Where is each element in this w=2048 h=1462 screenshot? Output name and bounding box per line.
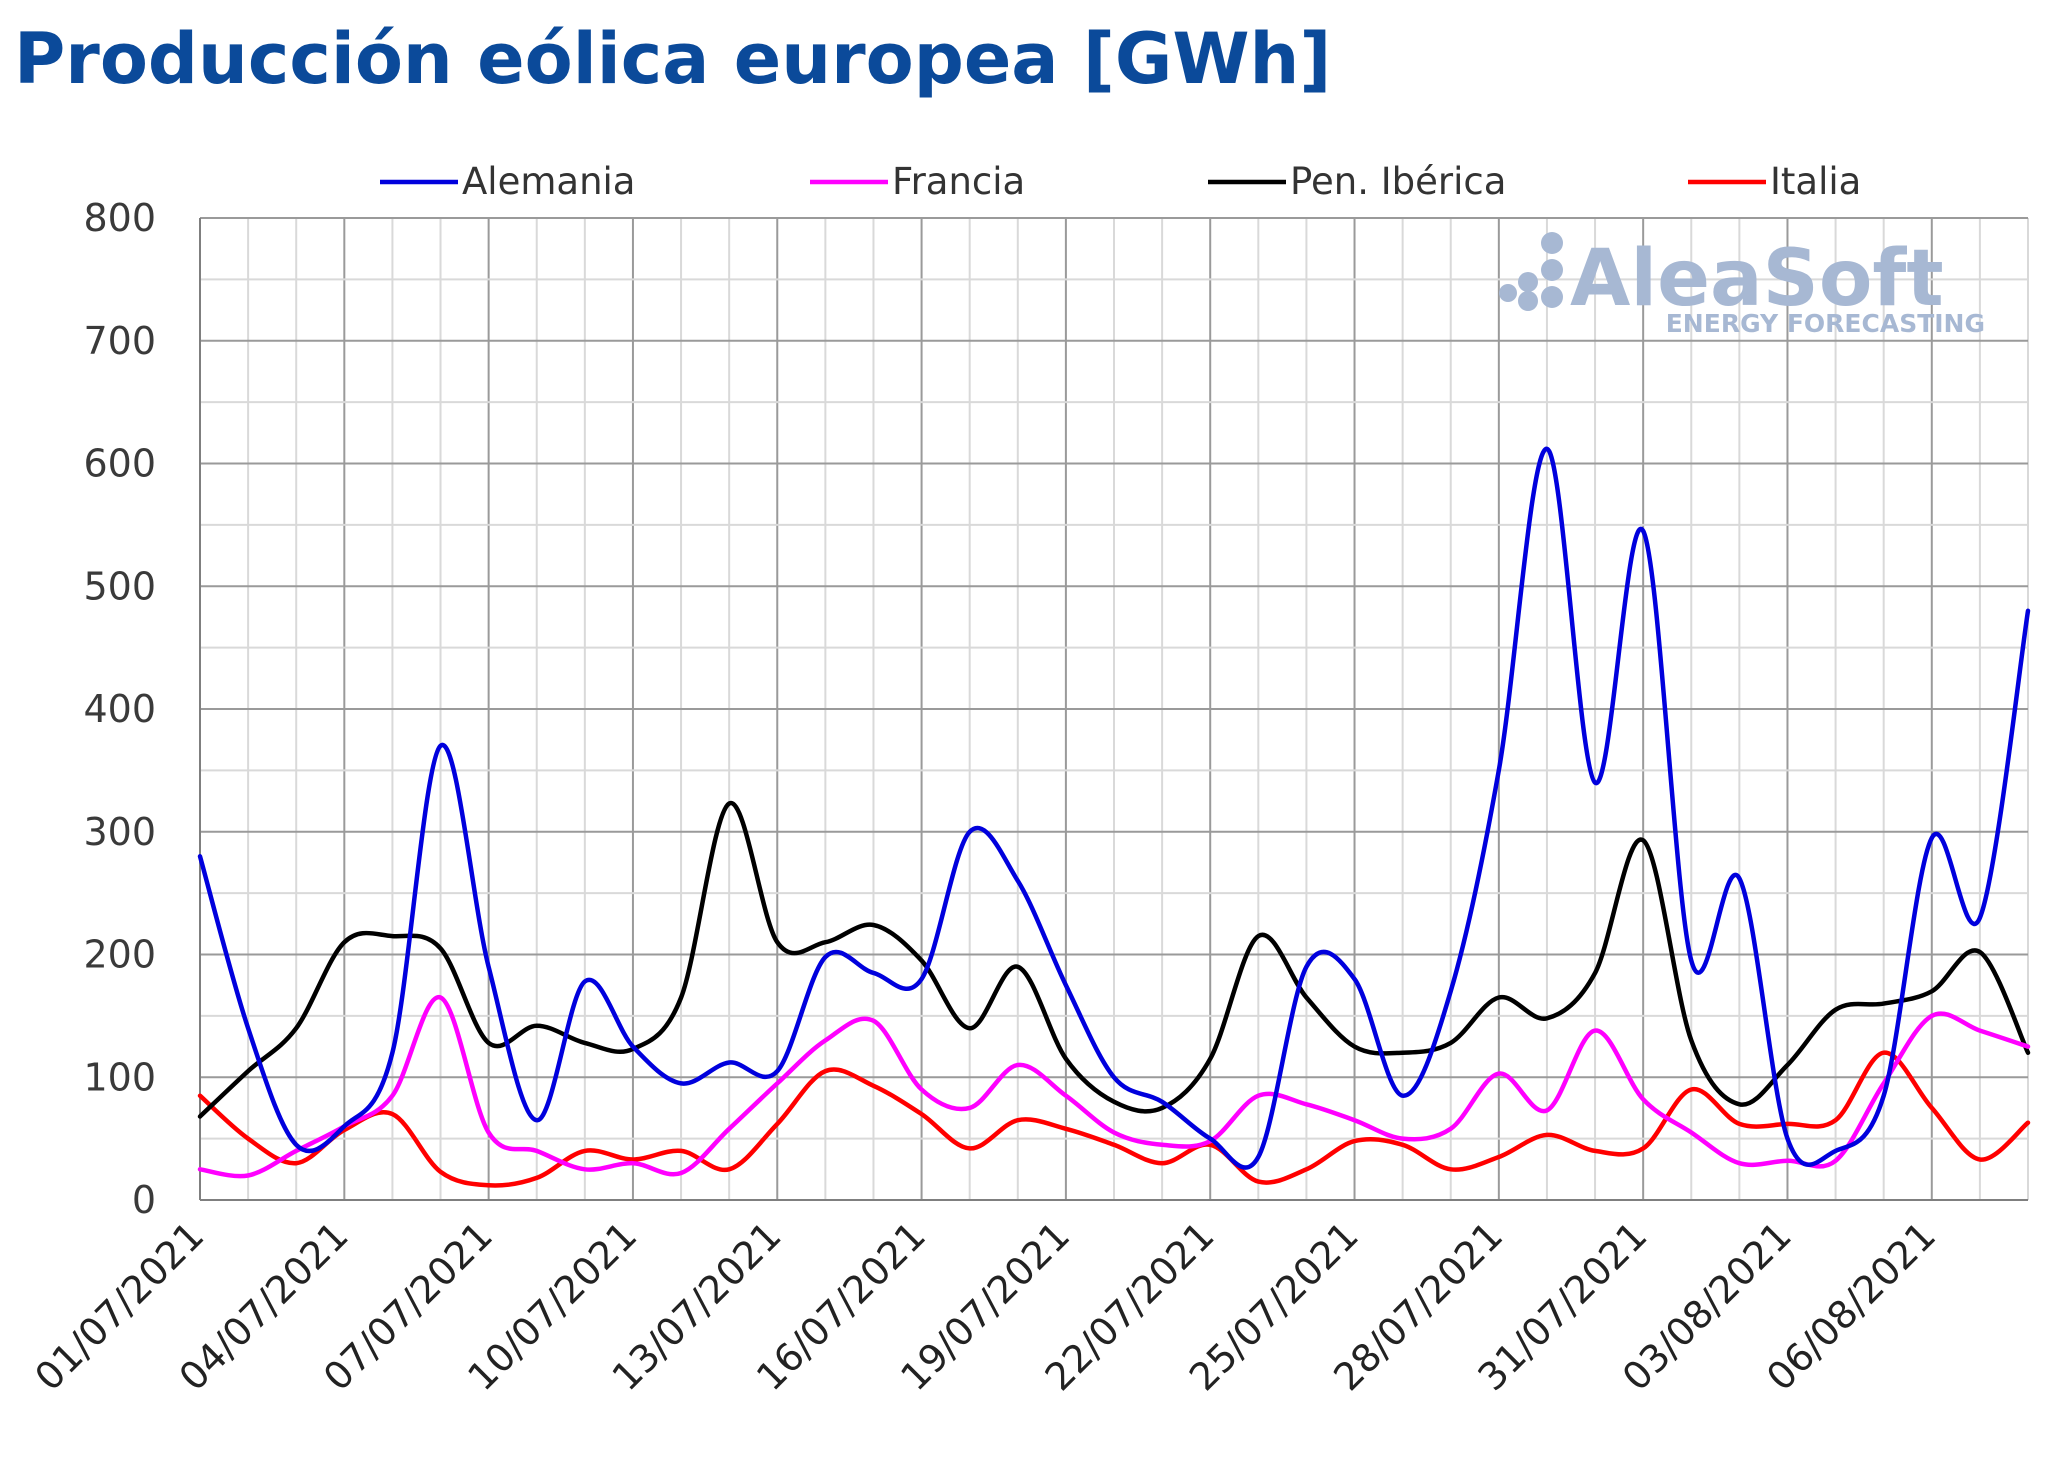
legend-item-italia: Italia	[1688, 160, 1861, 203]
watermark-brand: AleaSoft	[1570, 234, 1944, 324]
legend-item-francia: Francia	[810, 160, 1025, 203]
y-tick-label: 0	[132, 1178, 156, 1222]
series-line-francia	[197, 995, 2031, 1179]
legend-item-alemania: Alemania	[380, 160, 635, 203]
aleasoft-watermark: AleaSoft ENERGY FORECASTING	[1499, 232, 1985, 338]
legend-label: Alemania	[462, 160, 635, 203]
legend: Alemania Francia Pen. Ibérica Italia	[380, 160, 1861, 203]
series-line-pen-iberica	[197, 801, 2031, 1119]
series-line-alemania	[197, 446, 2031, 1170]
axes	[199, 218, 2028, 1201]
series	[197, 446, 2031, 1188]
series-line-italia	[197, 1050, 2031, 1188]
watermark-tagline: ENERGY FORECASTING	[1666, 309, 1985, 338]
aleasoft-logo-dots-icon	[1499, 232, 1563, 311]
y-tick-label: 600	[83, 442, 156, 486]
y-tick-label: 200	[83, 933, 156, 977]
y-tick-label: 700	[83, 319, 156, 363]
x-axis-tick-labels: 01/07/202104/07/202107/07/202110/07/2021…	[26, 1213, 1944, 1399]
legend-item-pen-iberica: Pen. Ibérica	[1208, 160, 1506, 203]
y-tick-label: 400	[83, 687, 156, 731]
legend-label: Francia	[892, 160, 1025, 203]
y-tick-label: 100	[83, 1055, 156, 1099]
y-tick-label: 500	[83, 564, 156, 608]
y-axis-tick-labels: 0 100 200 300 400 500 600 700 800	[83, 196, 156, 1222]
legend-label: Pen. Ibérica	[1290, 160, 1506, 203]
legend-label: Italia	[1770, 160, 1861, 203]
y-tick-label: 300	[83, 810, 156, 854]
chart-title: Producción eólica europea [GWh]	[14, 18, 1332, 100]
grid	[199, 217, 2029, 1201]
y-tick-label: 800	[83, 196, 156, 240]
